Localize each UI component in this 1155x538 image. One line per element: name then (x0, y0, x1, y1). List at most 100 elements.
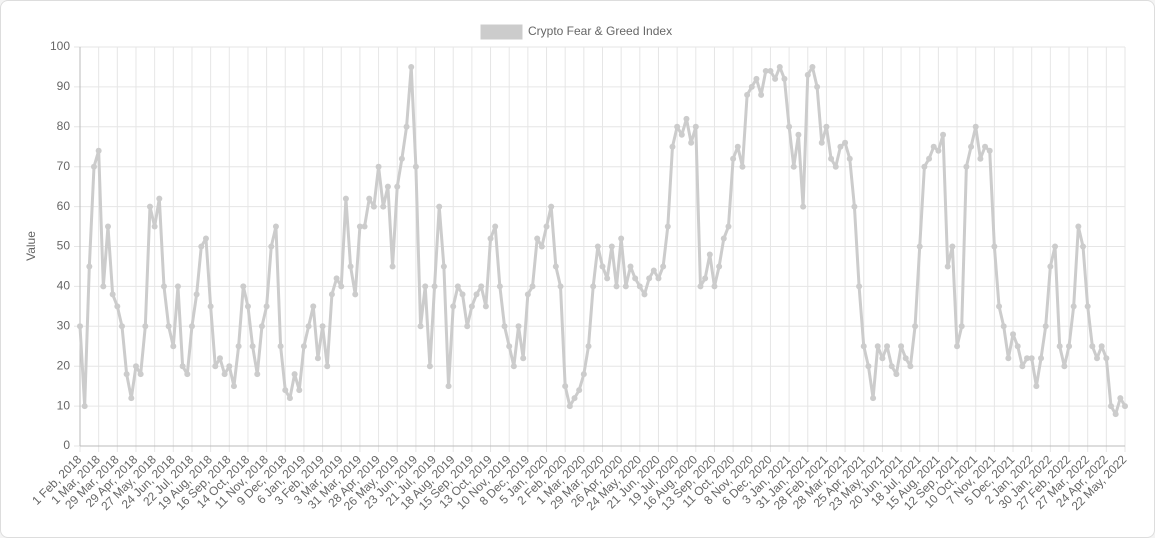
data-point (660, 263, 667, 270)
y-tick-label: 10 (57, 398, 71, 412)
data-point (230, 383, 237, 390)
data-point (902, 355, 909, 362)
data-point (160, 283, 167, 290)
data-point (478, 283, 485, 290)
data-point (431, 283, 438, 290)
data-point (711, 283, 718, 290)
data-point (972, 123, 979, 130)
data-point (594, 243, 601, 250)
data-point (319, 323, 326, 330)
data-point (1066, 343, 1073, 350)
data-point (608, 243, 615, 250)
data-point (935, 147, 942, 154)
data-point (179, 363, 186, 370)
data-point (734, 143, 741, 150)
data-point (277, 343, 284, 350)
data-point (459, 291, 466, 298)
data-point (1089, 343, 1096, 350)
data-point (828, 155, 835, 162)
data-point (305, 323, 312, 330)
data-point (604, 275, 611, 282)
data-point (296, 387, 303, 394)
data-point (417, 323, 424, 330)
data-point (557, 283, 564, 290)
data-point (1000, 323, 1007, 330)
data-point (818, 139, 825, 146)
data-point (1010, 331, 1017, 338)
data-point (930, 143, 937, 150)
data-point (982, 143, 989, 150)
data-point (216, 355, 223, 362)
data-point (422, 283, 429, 290)
data-point (492, 223, 499, 230)
data-point (1108, 403, 1115, 410)
data-point (893, 371, 900, 378)
data-point (445, 383, 452, 390)
data-point (202, 235, 209, 242)
y-tick-label: 50 (57, 239, 71, 253)
data-point (240, 283, 247, 290)
data-point (221, 371, 228, 378)
data-point (702, 275, 709, 282)
legend-swatch (480, 24, 523, 40)
legend-label: Crypto Fear & Greed Index (528, 24, 672, 38)
data-point (515, 323, 522, 330)
data-point (375, 163, 382, 170)
data-point (132, 363, 139, 370)
data-point (408, 63, 415, 70)
data-point (1061, 363, 1068, 370)
y-tick-label: 0 (63, 438, 70, 452)
data-point (627, 263, 634, 270)
data-point (384, 183, 391, 190)
data-point (790, 163, 797, 170)
data-point (655, 275, 662, 282)
data-point (538, 243, 545, 250)
data-point (412, 163, 419, 170)
data-point (622, 283, 629, 290)
data-point (1080, 243, 1087, 250)
data-point (282, 387, 289, 394)
data-point (123, 371, 130, 378)
data-point (977, 155, 984, 162)
data-point (786, 123, 793, 130)
data-point (77, 323, 83, 330)
data-point (954, 343, 961, 350)
data-point (758, 91, 765, 98)
data-point (394, 183, 401, 190)
data-point (912, 323, 919, 330)
data-point (473, 291, 480, 298)
data-point (571, 395, 578, 402)
data-point (380, 203, 387, 210)
data-point (389, 263, 396, 270)
data-point (739, 163, 746, 170)
data-point (1014, 343, 1021, 350)
data-point (1042, 323, 1049, 330)
data-point (1070, 303, 1077, 310)
data-point (776, 63, 783, 70)
data-point (706, 251, 713, 258)
data-point (464, 323, 471, 330)
data-point (347, 263, 354, 270)
data-point (170, 343, 177, 350)
data-point (426, 363, 433, 370)
data-point (450, 303, 457, 310)
data-point (342, 195, 349, 202)
data-point (268, 243, 275, 250)
data-point (137, 371, 144, 378)
data-point (436, 203, 443, 210)
data-point (174, 283, 181, 290)
data-point (1028, 355, 1035, 362)
data-point (795, 131, 802, 138)
y-tick-label: 100 (50, 39, 70, 53)
data-point (846, 155, 853, 162)
data-point (510, 363, 517, 370)
data-point (823, 123, 830, 130)
data-point (487, 235, 494, 242)
data-point (291, 371, 298, 378)
data-point (1098, 343, 1105, 350)
data-point (1033, 383, 1040, 390)
data-point (128, 395, 135, 402)
data-point (1038, 355, 1045, 362)
data-point (272, 223, 279, 230)
